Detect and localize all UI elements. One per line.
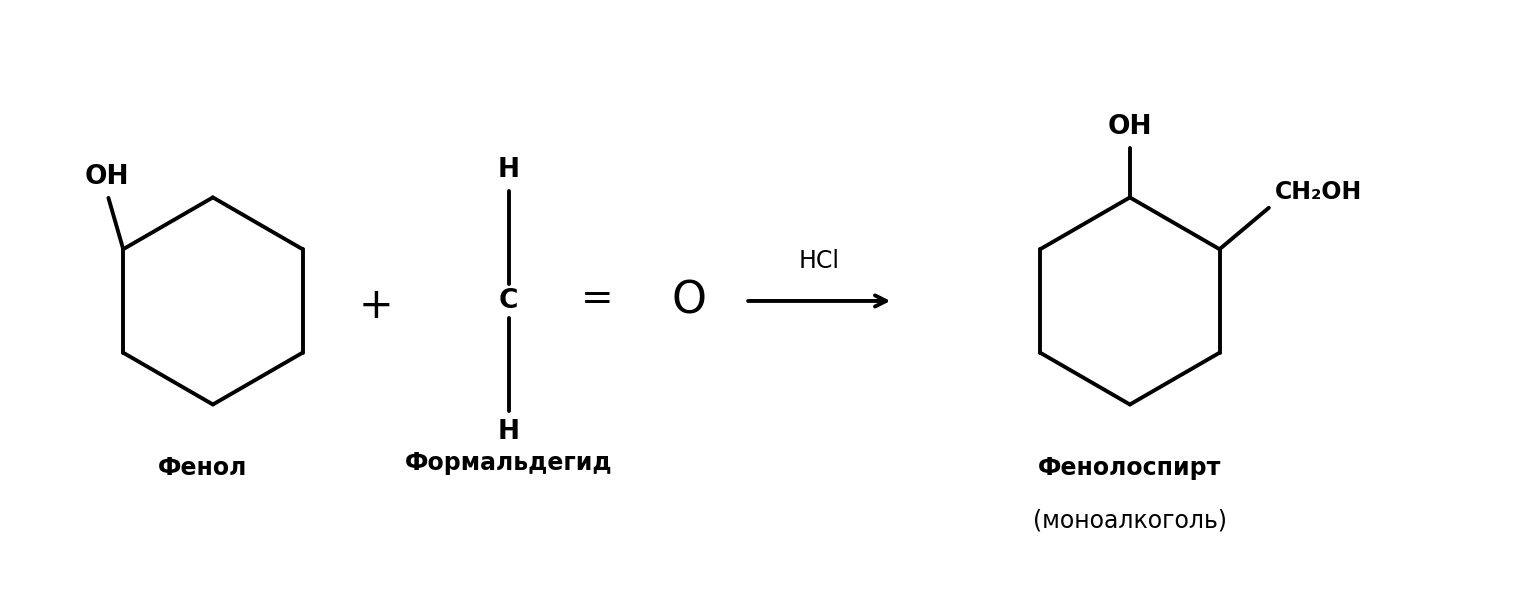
Text: C: C [498, 288, 518, 314]
Text: =: = [581, 280, 614, 318]
Text: Формальдегид: Формальдегид [404, 451, 612, 475]
Text: Фенол: Фенол [158, 456, 248, 480]
Text: Фенолоспирт: Фенолоспирт [1038, 456, 1221, 480]
Text: CH₂OH: CH₂OH [1275, 180, 1363, 204]
Text: OH: OH [1107, 114, 1152, 140]
Text: (моноалкоголь): (моноалкоголь) [1034, 508, 1227, 532]
Text: +: + [358, 285, 392, 327]
Text: O: O [672, 280, 706, 322]
Text: OH: OH [85, 164, 129, 190]
Text: H: H [498, 419, 520, 445]
Text: H: H [498, 157, 520, 182]
Text: HCl: HCl [798, 249, 840, 274]
